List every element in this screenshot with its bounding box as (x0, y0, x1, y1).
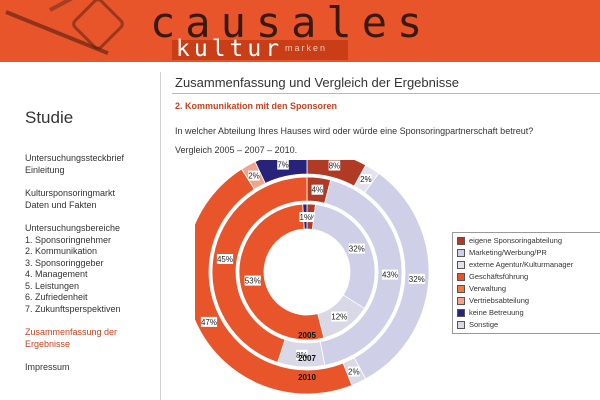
legend-item: Vertriebsabteilung (457, 295, 597, 307)
nav-link[interactable]: 3. Sponsoringgeber (25, 257, 104, 268)
data-label: 12% (331, 313, 347, 322)
ring-segment (254, 160, 308, 184)
brand-logo-sub: marken (285, 43, 328, 53)
ring-year-label: 2007 (298, 354, 316, 363)
legend-swatch (457, 297, 465, 305)
legend-item: Marketing/Werbung/PR (457, 247, 597, 259)
header-banner: causales kultur marken (0, 0, 600, 62)
page-title: Zusammenfassung und Vergleich der Ergebn… (175, 75, 459, 90)
sidebar-title: Studie (25, 108, 74, 127)
data-label-bg (244, 275, 261, 286)
legend-item: Verwaltung (457, 283, 597, 295)
data-label: 8% (296, 351, 308, 360)
legend-swatch (457, 285, 465, 293)
legend-swatch (457, 273, 465, 281)
ring-segment (211, 176, 308, 363)
nav-link[interactable]: 5. Leistungen (25, 280, 80, 291)
nav-group: Kultursponsoringmarkt Daten und Fakten (25, 188, 150, 211)
decorative-clip-icon (69, 0, 127, 53)
data-label: 45% (217, 255, 233, 264)
brand-logo-band (172, 40, 348, 60)
data-label-bg (200, 316, 218, 327)
data-label-bg (360, 174, 372, 185)
legend-label: Verwaltung (469, 284, 507, 293)
nav-link[interactable]: Untersuchungsbereiche (25, 223, 121, 233)
donut-chart: 2%32%12%53%1%20054%43%8%45%20078%2%32%2%… (195, 160, 430, 395)
data-label-bg (348, 243, 365, 254)
data-label-bg (408, 273, 425, 284)
data-label-bg (328, 160, 341, 171)
data-label: 1% (300, 213, 312, 222)
legend-label: eigene Sponsoringabteilung (469, 236, 562, 245)
data-label: 2% (360, 175, 372, 184)
nav-link[interactable]: 2. Kommunikation (25, 246, 98, 256)
ring-segment (238, 203, 325, 341)
data-label: 8% (329, 162, 341, 171)
period-text: Vergleich 2005 – 2007 – 2010. (175, 145, 298, 155)
legend-swatch (457, 261, 465, 269)
nav-link[interactable]: 1. Sponsoringnehmer (25, 234, 112, 245)
nav-link[interactable]: 7. Zukunftsperspektiven (25, 303, 121, 314)
nav-link[interactable]: Impressum (25, 362, 70, 372)
chart-legend: eigene Sponsoringabteilung Marketing/Werb… (452, 232, 600, 334)
legend-item: eigene Sponsoringabteilung (457, 235, 597, 247)
nav-link[interactable]: Kultursponsoringmarkt (25, 188, 116, 198)
legend-item: keine Betreuung (457, 307, 597, 319)
question-text: In welcher Abteilung Ihres Hauses wird o… (175, 126, 534, 136)
legend-label: keine Betreuung (469, 308, 524, 317)
nav-link[interactable]: Ergebnisse (25, 338, 71, 349)
section-heading: 2. Kommunikation mit den Sponsoren (175, 101, 338, 111)
divider (172, 93, 600, 94)
data-label: 47% (201, 318, 217, 327)
legend-label: Vertriebsabteilung (469, 296, 530, 305)
nav-link[interactable]: 6. Zufriedenheit (25, 292, 88, 302)
legend-swatch (457, 249, 465, 257)
data-label-bg (277, 160, 289, 170)
nav-link[interactable]: Untersuchungssteckbrief (25, 153, 125, 163)
legend-swatch (457, 321, 465, 329)
data-label-bg (331, 311, 348, 322)
data-label: 4% (312, 186, 324, 195)
data-label-bg (311, 184, 324, 195)
nav-link[interactable]: Zusammenfassung der (25, 327, 118, 337)
legend-label: externe Agentur/Kulturmanager (469, 260, 574, 269)
data-label-bg (348, 366, 360, 377)
legend-item: Sonstige (457, 319, 597, 331)
legend-item: externe Agentur/Kulturmanager (457, 259, 597, 271)
brand-logo-top: causales (150, 0, 433, 47)
data-label: 2% (248, 172, 260, 181)
nav-link[interactable]: Daten und Fakten (25, 199, 97, 210)
nav-group: Impressum (25, 362, 150, 374)
brand-logo-main: kultur (176, 36, 284, 62)
legend-label: Sonstige (469, 320, 499, 329)
data-label: 43% (382, 271, 398, 280)
data-label: 53% (245, 277, 261, 286)
data-label: 32% (349, 245, 365, 254)
data-label-bg (248, 170, 260, 181)
data-label: 2% (348, 368, 360, 377)
nav-group: Zusammenfassung der Ergebnisse (25, 327, 150, 350)
data-label-bg (296, 349, 308, 360)
nav-link[interactable]: 4. Management (25, 269, 88, 279)
legend-swatch (457, 309, 465, 317)
legend-item: Geschäftsführung (457, 271, 597, 283)
data-label-bg (216, 254, 234, 264)
legend-label: Geschäftsführung (469, 272, 529, 281)
nav-group: Untersuchungssteckbrief Einleitung (25, 153, 150, 176)
ring-year-label: 2005 (298, 331, 316, 340)
data-label-bg (381, 269, 399, 280)
divider (160, 72, 161, 400)
legend-label: Marketing/Werbung/PR (469, 248, 547, 257)
nav-link[interactable]: Einleitung (25, 164, 65, 175)
data-label: 32% (409, 275, 425, 284)
data-label: 7% (277, 161, 289, 170)
nav-group: Untersuchungsbereiche 1. Sponsoringnehmer… (25, 223, 150, 315)
sidebar-nav: Untersuchungssteckbrief Einleitung Kulturs… (25, 153, 150, 386)
legend-swatch (457, 237, 465, 245)
data-label-bg (299, 212, 312, 222)
ring-year-label: 2010 (298, 373, 316, 382)
